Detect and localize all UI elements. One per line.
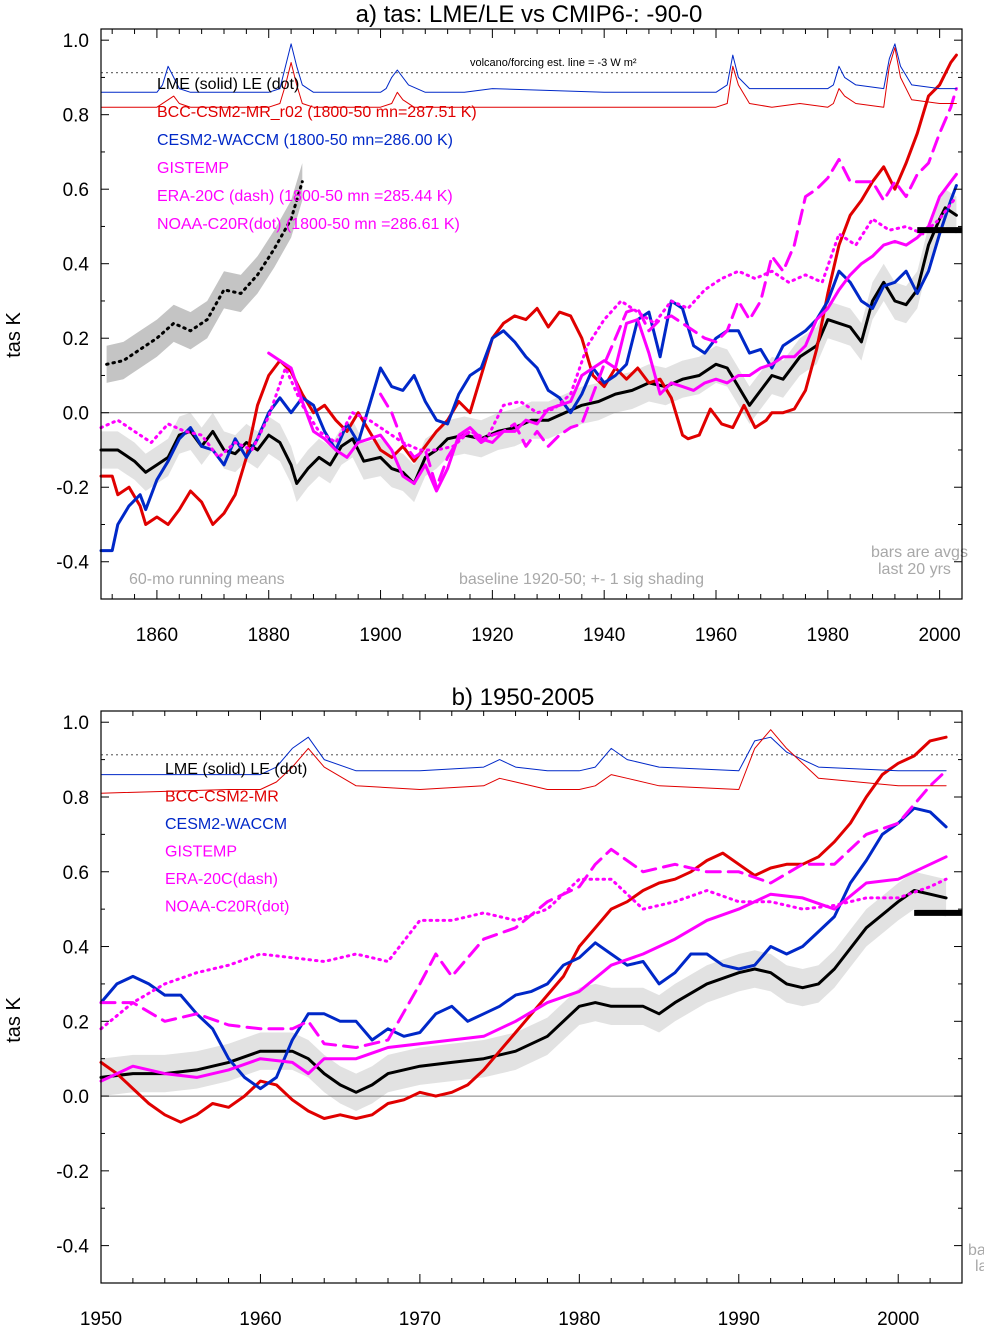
- panel-a-xtick-label: 2000: [918, 625, 960, 646]
- panel-b-xtick-label: 2000: [877, 1309, 919, 1325]
- panel-a-legend-entry: NOAA-C20R(dot) (1800-50 mn =286.61 K): [157, 216, 460, 233]
- panel-a-frame: [100, 28, 963, 600]
- panel-a-legend-entry: LME (solid) LE (dot): [157, 76, 299, 93]
- panel-a-legend-entry: CESM2-WACCM (1800-50 mn=286.00 K): [157, 132, 453, 149]
- panel-b-shading-0: [101, 871, 947, 1111]
- panel-a-series-gistemp: [267, 172, 958, 493]
- panel-a-bars-note-1: bars are avgs: [871, 544, 968, 561]
- panel-a-plot: -0.4 -0.2 0.0 0.2 0.4 0.6 0.8 1.0 1860 1880 1900 19…: [56, 28, 963, 646]
- panel-a-shading-0: [106, 163, 303, 383]
- panel-a-legend-entry: ERA-20C (dash) (1800-50 mn =285.44 K): [157, 188, 453, 205]
- panel-b-series-forcing-waccm: [100, 736, 947, 776]
- panel-b-frame: [100, 710, 963, 1284]
- panel-b-legend-entry: ERA-20C(dash): [165, 871, 278, 888]
- panel-a-series-forcing-waccm: [100, 43, 957, 93]
- panel-a-xtick-label: 1980: [807, 625, 849, 646]
- panel-a-xtick-label: 1860: [136, 625, 178, 646]
- panel-b-xtick-label: 1950: [80, 1309, 122, 1325]
- panel-b-series-bcc-csm2-mr: [99, 735, 948, 1124]
- panel-a-ytick-label: 0.2: [63, 329, 89, 350]
- panel-a-xtick-label: 1900: [359, 625, 401, 646]
- panel-a-volcano-label: volcano/forcing est. line = -3 W m²: [470, 57, 637, 69]
- panel-a-title: a) tas: LME/LE vs CMIP6-: -90-0: [356, 1, 703, 28]
- panel-a-series-era-20c: [379, 87, 958, 489]
- panel-b: b) 1950-2005 tas K ba la: [3, 684, 984, 1275]
- panel-a-xtick-label: 1920: [471, 625, 513, 646]
- panel-b-series-gistemp: [99, 855, 948, 1083]
- panel-a-running-note: 60-mo running means: [129, 571, 285, 588]
- panel-a-xtick-label: 1880: [248, 625, 290, 646]
- panel-a-series-cesm2-waccm: [99, 184, 958, 553]
- panel-b-legend-entry: NOAA-C20R(dot): [165, 899, 289, 916]
- panel-a: a) tas: LME/LE vs CMIP6-: -90-0 tas K vo…: [3, 1, 968, 588]
- panel-b-xtick-label: 1990: [718, 1309, 760, 1325]
- panel-b-xtick-label: 1980: [558, 1309, 600, 1325]
- panel-b-plot: -0.4 -0.2 0.0 0.2 0.4 0.6 0.8 1.0 1950 1960 1970 19…: [56, 710, 963, 1325]
- panel-a-ylabel: tas K: [3, 312, 25, 358]
- panel-a-ytick-label: -0.2: [56, 478, 89, 499]
- panel-a-legend-entry: BCC-CSM2-MR_r02 (1800-50 mn=287.51 K): [157, 104, 477, 121]
- panel-b-bars-note-1: ba: [968, 1242, 984, 1259]
- panel-a-ytick-label: 0.6: [63, 180, 89, 201]
- panel-b-ytick-label: -0.4: [56, 1237, 89, 1258]
- panel-b-ytick-label: 0.2: [63, 1012, 89, 1033]
- panel-b-legend-entry: LME (solid) LE (dot): [165, 761, 307, 778]
- panel-a-series-lme: [99, 206, 958, 485]
- panel-b-xtick-label: 1960: [239, 1309, 281, 1325]
- panel-a-bars-note-2: last 20 yrs: [878, 561, 951, 578]
- panel-a-series-le-dot-with-shading: [105, 180, 304, 366]
- panel-b-ytick-label: 1.0: [63, 713, 89, 734]
- panel-b-ytick-label: 0.6: [63, 863, 89, 884]
- panel-b-ytick-label: 0.0: [63, 1087, 89, 1108]
- panel-b-ytick-label: -0.2: [56, 1162, 89, 1183]
- panel-a-ytick-label: 0.4: [63, 255, 90, 276]
- panel-b-ytick-label: 0.4: [63, 938, 90, 959]
- panel-a-series-forcing-bcc: [100, 47, 957, 108]
- panel-a-baseline-note: baseline 1920-50; +- 1 sig shading: [459, 571, 704, 588]
- panel-b-xtick-label: 1970: [399, 1309, 441, 1325]
- panel-a-series-bcc-csm2-mr-r02: [99, 53, 958, 526]
- panel-b-series-lme: [99, 889, 948, 1094]
- panel-a-ytick-label: 0.0: [63, 404, 89, 425]
- panel-b-ylabel: tas K: [3, 997, 25, 1043]
- panel-b-legend-entry: CESM2-WACCM: [165, 816, 287, 833]
- panel-a-ytick-label: 0.8: [63, 106, 89, 127]
- panel-b-ytick-label: 0.8: [63, 788, 89, 809]
- panel-b-bars-note-2: la: [975, 1258, 984, 1275]
- panel-b-legend-entry: GISTEMP: [165, 844, 237, 861]
- panel-a-series-noaa-c20r: [99, 195, 958, 459]
- panel-b-series-noaa-c20r: [99, 877, 948, 1031]
- panel-b-title: b) 1950-2005: [452, 684, 595, 711]
- panel-a-xtick-label: 1940: [583, 625, 625, 646]
- panel-a-xtick-label: 1960: [695, 625, 737, 646]
- panel-b-series-cesm2-waccm: [99, 806, 948, 1091]
- panel-b-legend-entry: BCC-CSM2-MR: [165, 789, 279, 806]
- panel-a-ytick-label: -0.4: [56, 553, 89, 574]
- panel-b-series-forcing-bcc: [100, 729, 947, 794]
- panel-a-shading-1: [101, 189, 957, 503]
- panel-a-legend-entry: GISTEMP: [157, 160, 229, 177]
- panel-a-ytick-label: 1.0: [63, 31, 89, 52]
